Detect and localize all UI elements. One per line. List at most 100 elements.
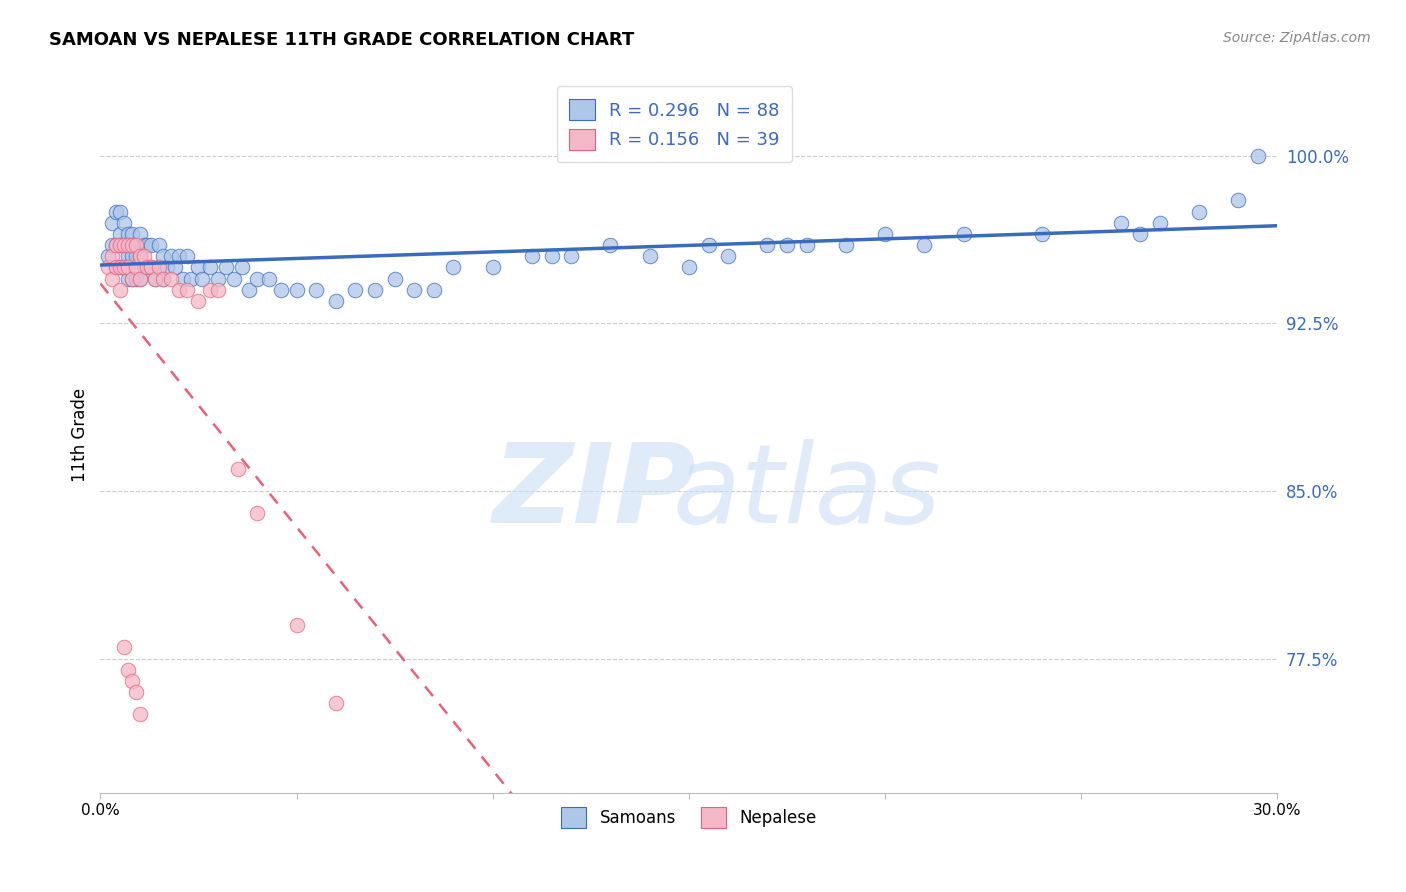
Point — [163, 260, 186, 275]
Point — [796, 238, 818, 252]
Text: atlas: atlas — [672, 439, 941, 546]
Text: ZIP: ZIP — [494, 439, 696, 546]
Point — [141, 238, 163, 252]
Point — [117, 227, 139, 241]
Point — [835, 238, 858, 252]
Point — [325, 696, 347, 710]
Point — [108, 260, 131, 275]
Point — [105, 238, 128, 252]
Point — [180, 271, 202, 285]
Point — [1129, 227, 1152, 241]
Point — [384, 271, 406, 285]
Text: SAMOAN VS NEPALESE 11TH GRADE CORRELATION CHART: SAMOAN VS NEPALESE 11TH GRADE CORRELATIO… — [49, 31, 634, 49]
Point — [1031, 227, 1053, 241]
Point — [1149, 216, 1171, 230]
Point — [172, 271, 194, 285]
Point — [285, 618, 308, 632]
Y-axis label: 11th Grade: 11th Grade — [72, 388, 89, 482]
Point — [187, 293, 209, 308]
Point — [231, 260, 253, 275]
Point — [176, 249, 198, 263]
Point — [148, 238, 170, 252]
Point — [238, 283, 260, 297]
Point — [404, 283, 426, 297]
Point — [112, 260, 135, 275]
Point — [108, 260, 131, 275]
Point — [124, 249, 146, 263]
Point — [105, 260, 128, 275]
Point — [270, 283, 292, 297]
Point — [121, 271, 143, 285]
Point — [246, 506, 269, 520]
Point — [124, 260, 146, 275]
Point — [101, 238, 124, 252]
Point — [520, 249, 543, 263]
Point — [148, 260, 170, 275]
Point — [128, 707, 150, 722]
Point — [148, 260, 170, 275]
Point — [152, 271, 174, 285]
Point — [207, 271, 229, 285]
Point — [756, 238, 779, 252]
Point — [141, 260, 163, 275]
Point — [776, 238, 799, 252]
Point — [112, 216, 135, 230]
Point — [599, 238, 621, 252]
Point — [1227, 194, 1250, 208]
Point — [124, 238, 146, 252]
Point — [101, 249, 124, 263]
Point — [167, 283, 190, 297]
Point — [112, 640, 135, 655]
Point — [325, 293, 347, 308]
Point — [200, 260, 222, 275]
Point — [112, 238, 135, 252]
Point — [160, 271, 183, 285]
Point — [128, 227, 150, 241]
Point — [101, 216, 124, 230]
Point — [117, 238, 139, 252]
Point — [257, 271, 280, 285]
Point — [143, 271, 166, 285]
Point — [152, 271, 174, 285]
Point — [560, 249, 582, 263]
Point — [132, 249, 155, 263]
Point — [952, 227, 974, 241]
Point — [143, 271, 166, 285]
Point — [305, 283, 328, 297]
Point — [108, 238, 131, 252]
Point — [226, 461, 249, 475]
Point — [364, 283, 387, 297]
Point — [121, 673, 143, 688]
Point — [638, 249, 661, 263]
Text: Source: ZipAtlas.com: Source: ZipAtlas.com — [1223, 31, 1371, 45]
Point — [187, 260, 209, 275]
Point — [215, 260, 238, 275]
Point — [124, 685, 146, 699]
Point — [97, 249, 120, 263]
Point — [246, 271, 269, 285]
Point — [132, 238, 155, 252]
Point — [124, 271, 146, 285]
Point — [875, 227, 897, 241]
Point — [423, 283, 446, 297]
Point — [121, 249, 143, 263]
Point — [128, 249, 150, 263]
Point — [152, 249, 174, 263]
Point — [128, 249, 150, 263]
Point — [128, 271, 150, 285]
Point — [112, 260, 135, 275]
Point — [1247, 149, 1270, 163]
Point — [167, 249, 190, 263]
Point — [443, 260, 465, 275]
Point — [176, 283, 198, 297]
Point — [112, 238, 135, 252]
Point — [117, 663, 139, 677]
Point — [105, 204, 128, 219]
Point — [121, 271, 143, 285]
Point — [136, 238, 159, 252]
Point — [1188, 204, 1211, 219]
Point — [141, 260, 163, 275]
Point — [97, 260, 120, 275]
Point — [105, 260, 128, 275]
Point — [101, 271, 124, 285]
